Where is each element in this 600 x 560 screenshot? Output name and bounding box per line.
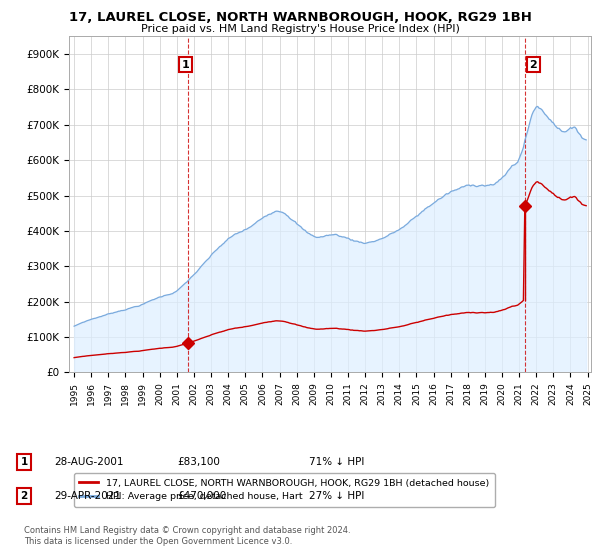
- Text: Contains HM Land Registry data © Crown copyright and database right 2024.: Contains HM Land Registry data © Crown c…: [24, 526, 350, 535]
- Text: £83,100: £83,100: [177, 457, 220, 467]
- Text: £470,000: £470,000: [177, 491, 226, 501]
- Text: 2: 2: [20, 491, 28, 501]
- Text: 71% ↓ HPI: 71% ↓ HPI: [309, 457, 364, 467]
- Text: 17, LAUREL CLOSE, NORTH WARNBOROUGH, HOOK, RG29 1BH: 17, LAUREL CLOSE, NORTH WARNBOROUGH, HOO…: [68, 11, 532, 24]
- Legend: 17, LAUREL CLOSE, NORTH WARNBOROUGH, HOOK, RG29 1BH (detached house), HPI: Avera: 17, LAUREL CLOSE, NORTH WARNBOROUGH, HOO…: [74, 473, 495, 507]
- Text: 1: 1: [182, 60, 190, 69]
- Text: 28-AUG-2001: 28-AUG-2001: [54, 457, 124, 467]
- Text: 27% ↓ HPI: 27% ↓ HPI: [309, 491, 364, 501]
- Text: 29-APR-2021: 29-APR-2021: [54, 491, 121, 501]
- Text: Price paid vs. HM Land Registry's House Price Index (HPI): Price paid vs. HM Land Registry's House …: [140, 24, 460, 34]
- Text: 2: 2: [529, 60, 537, 69]
- Text: 1: 1: [20, 457, 28, 467]
- Text: This data is licensed under the Open Government Licence v3.0.: This data is licensed under the Open Gov…: [24, 537, 292, 546]
